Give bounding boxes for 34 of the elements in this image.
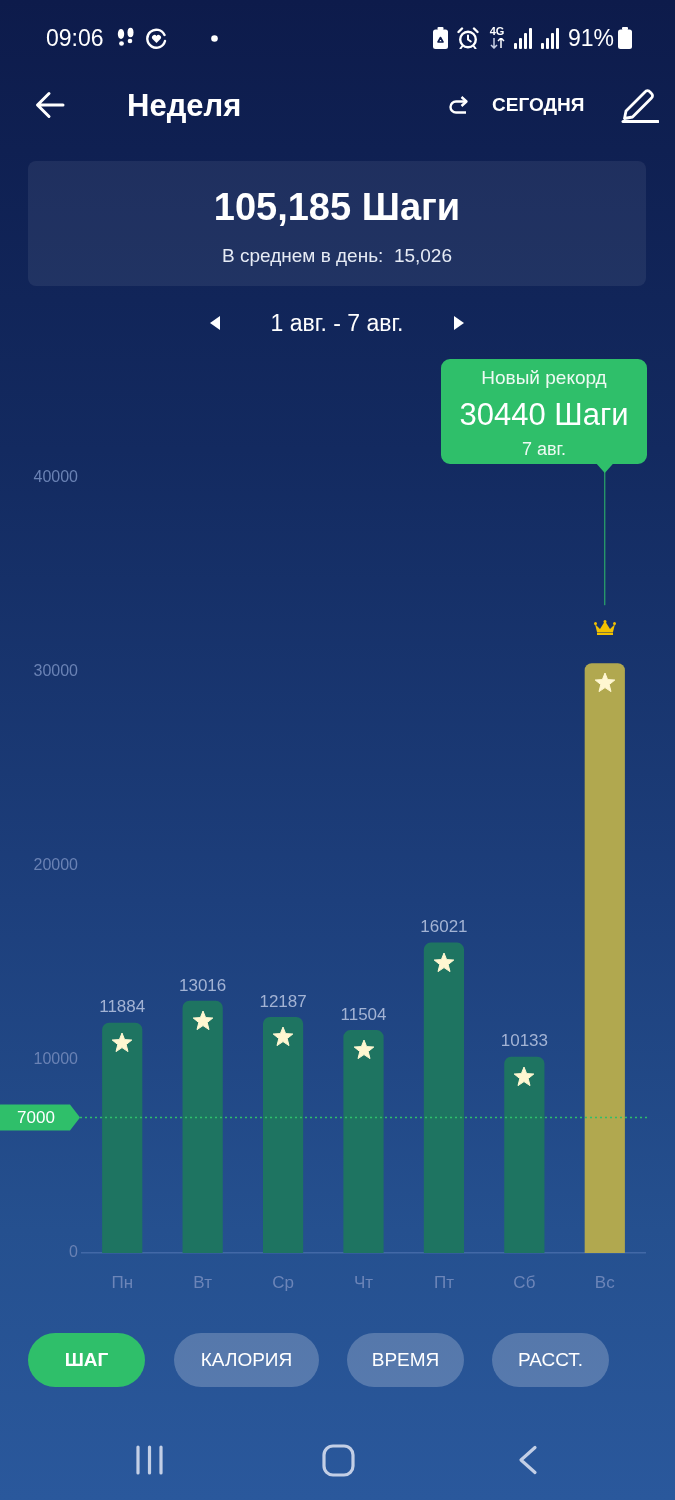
x-tick-label: Сб — [513, 1272, 536, 1292]
text: 09:06 — [46, 24, 104, 52]
tab-button: РАССТ. — [492, 1333, 609, 1387]
text: 4G — [489, 24, 505, 38]
chart-title: 105,185 Шаги — [213, 186, 461, 230]
tab-button: ШАГ — [28, 1333, 145, 1387]
x-tick-label: Вт — [193, 1272, 213, 1292]
x-tick-label: Пн — [111, 1272, 134, 1292]
x-tick-label: Вс — [594, 1272, 616, 1292]
text: 91% — [568, 24, 615, 52]
y-tick-label: 0 — [69, 1243, 79, 1261]
data-label: 16021 — [420, 917, 468, 937]
data-label: 12187 — [259, 991, 307, 1011]
text: Новый рекорд — [481, 367, 607, 389]
data-label: 13016 — [179, 975, 227, 995]
x-tick-label: Чт — [353, 1272, 374, 1292]
y-tick-label: 30000 — [33, 662, 79, 680]
tab-button: ВРЕМЯ — [347, 1333, 464, 1387]
y-tick-label: 40000 — [33, 468, 79, 486]
y-tick-label: 10000 — [33, 1049, 79, 1067]
text: 1 авг. - 7 авг. — [270, 309, 404, 337]
x-tick-label: Пт — [433, 1272, 455, 1292]
x-tick-label: Ср — [272, 1272, 294, 1292]
text: СЕГОДНЯ — [492, 94, 585, 116]
ref-line-label: 7000 — [17, 1108, 55, 1128]
chart-subtitle: В среднем в день: 15,026 — [221, 245, 453, 267]
text: 7 авг. — [522, 438, 566, 460]
data-label: 10133 — [500, 1031, 548, 1051]
text: Неделя — [127, 88, 242, 124]
y-tick-label: 20000 — [33, 855, 79, 873]
data-label: 11504 — [340, 1004, 387, 1024]
text: 30440 Шаги — [459, 397, 629, 433]
data-label: 11884 — [99, 997, 146, 1017]
tab-button: КАЛОРИЯ — [174, 1333, 319, 1387]
